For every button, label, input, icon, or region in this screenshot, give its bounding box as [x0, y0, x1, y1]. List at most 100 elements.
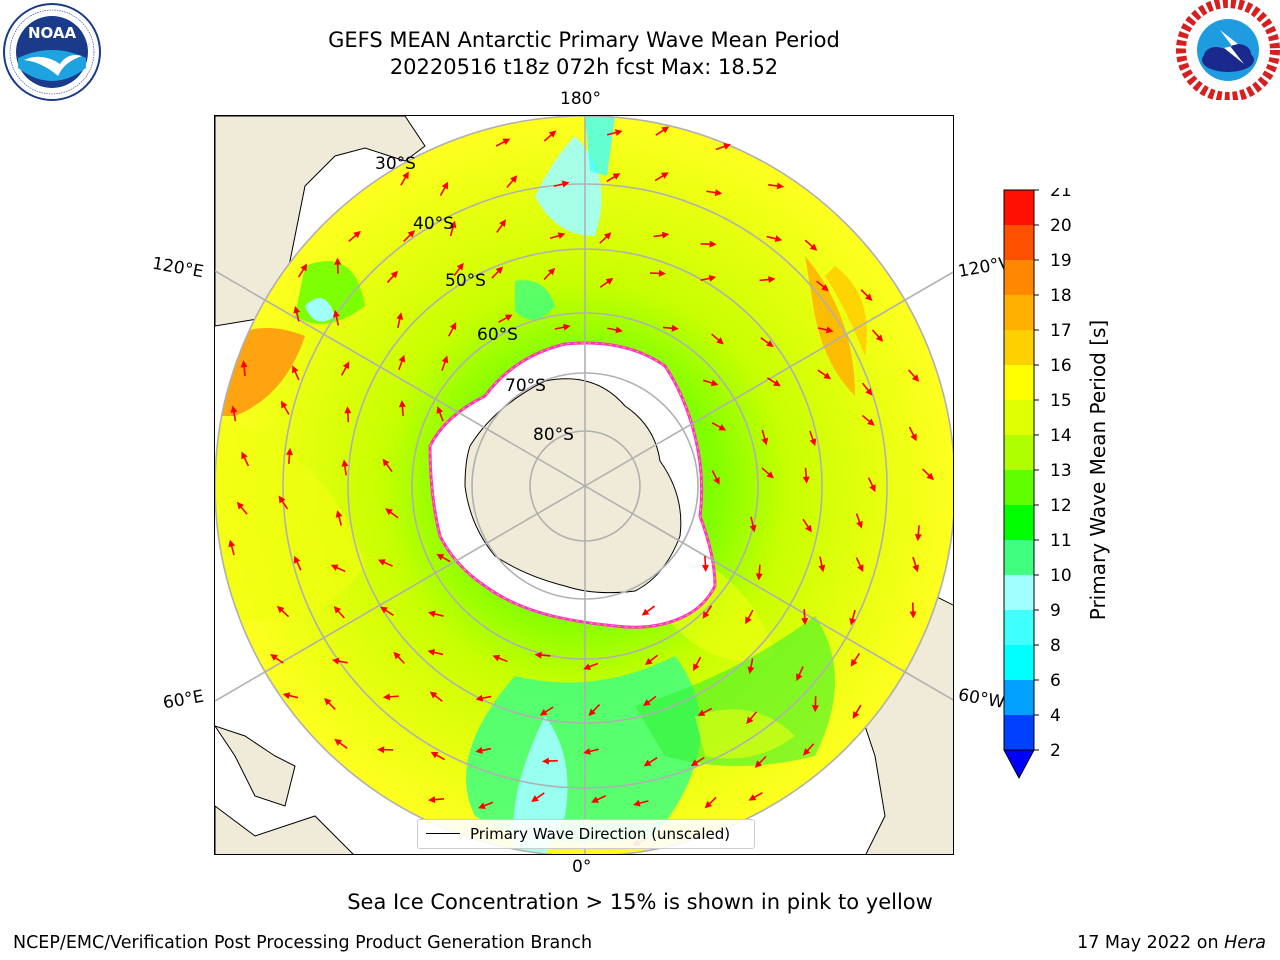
noaa-logo: NOAA — [2, 2, 102, 106]
wave-arrow — [293, 305, 301, 322]
colorbar-tick-label: 19 — [1050, 251, 1072, 271]
wave-arrow — [439, 181, 449, 197]
wave-arrow — [377, 559, 393, 567]
colorbar-scale: 2 4 6 8 9 10 11 12 13 14 15 16 17 18 19 20 21 — [1003, 181, 1072, 780]
wave-arrow — [849, 609, 857, 626]
wave-arrow — [492, 654, 508, 663]
wave-arrow — [292, 365, 300, 381]
wave-arrow — [909, 602, 917, 619]
wave-arrow — [475, 746, 492, 754]
wave-arrow — [855, 513, 863, 529]
wave-arrow — [606, 173, 621, 183]
wave-arrow — [655, 126, 670, 136]
wave-arrow — [428, 796, 445, 804]
wave-arrow — [441, 355, 449, 371]
wave-arrow — [921, 468, 934, 481]
wave-arrow — [543, 267, 556, 280]
lon-label-0: 0° — [572, 857, 592, 877]
wave-arrow — [430, 751, 445, 761]
wave-arrow — [491, 266, 504, 279]
wave-arrow — [768, 182, 785, 190]
wave-arrow — [607, 326, 623, 334]
wave-arrow — [340, 361, 350, 376]
wave-arrow — [332, 309, 340, 326]
colorbar-tick-label: 17 — [1050, 321, 1072, 341]
wave-arrow — [748, 791, 763, 801]
colorbar-tick-label: 9 — [1050, 601, 1061, 621]
colorbar-bin — [1004, 470, 1034, 505]
wave-arrow — [400, 171, 409, 186]
wave-arrow — [746, 711, 758, 725]
noaa-logo-text: NOAA — [28, 24, 77, 42]
colorbar-bin — [1004, 330, 1034, 365]
wave-arrow — [541, 757, 558, 765]
colorbar-tick-label: 14 — [1050, 426, 1072, 446]
wave-arrow — [330, 564, 346, 573]
wave-arrow — [761, 429, 769, 446]
wave-arrow — [662, 324, 679, 332]
wave-arrow — [377, 746, 394, 754]
wave-arrow — [228, 539, 236, 556]
wave-arrow — [282, 692, 299, 700]
wave-arrow — [382, 693, 399, 701]
wave-arrow — [278, 495, 289, 510]
wave-arrow — [270, 654, 284, 664]
wave-arrow — [715, 143, 731, 151]
wave-arrow — [796, 666, 804, 682]
wave-arrow — [396, 312, 404, 329]
wave-arrow — [549, 232, 566, 240]
footer-credit: NCEP/EMC/Verification Post Processing Pr… — [13, 933, 593, 953]
wave-arrow — [398, 399, 406, 416]
wave-arrow — [344, 406, 352, 423]
wave-arrow — [693, 656, 702, 672]
wave-arrow — [855, 557, 864, 573]
wave-arrow — [914, 525, 922, 542]
wave-arrow — [386, 270, 399, 284]
wave-arrow — [495, 138, 511, 147]
wave-arrow — [801, 609, 809, 626]
wave-arrow — [852, 704, 862, 719]
wave-arrow — [711, 422, 727, 431]
wave-arrow — [704, 796, 717, 809]
wave-arrow — [554, 323, 571, 331]
wave-arrow — [385, 508, 399, 519]
chart-subtitle-run-info: 20220516 t18z 072h fcst Max: 18.52 — [389, 55, 779, 79]
footer-date: 17 May 2022 on Hera — [1077, 933, 1266, 953]
lat-label-60s: 60°S — [477, 325, 518, 345]
colorbar-bin — [1004, 365, 1034, 400]
wave-arrow — [861, 382, 873, 396]
wave-arrow — [811, 696, 819, 713]
wave-arrow — [766, 377, 781, 387]
wave-arrow — [241, 451, 250, 467]
colorbar: 2 4 6 8 9 10 11 12 13 14 15 16 17 18 19 20 21 — [1002, 181, 1092, 792]
wave-arrow — [871, 329, 884, 342]
footer-date-text: 17 May 2022 on — [1077, 933, 1219, 953]
colorbar-tick-label: 6 — [1050, 671, 1061, 691]
wave-arrow — [711, 470, 720, 485]
wave-arrow — [817, 369, 832, 380]
wave-arrow — [280, 400, 290, 415]
colorbar-tick-label: 16 — [1050, 356, 1072, 376]
colorbar-tick-label: 18 — [1050, 286, 1072, 306]
wave-arrow — [912, 556, 920, 573]
wave-arrow — [711, 333, 724, 345]
wave-arrow — [700, 274, 717, 282]
wave-arrow — [690, 756, 705, 767]
wave-arrow — [644, 654, 659, 666]
wave-arrow — [816, 280, 829, 292]
colorbar-bin — [1004, 400, 1034, 435]
lon-label-180: 180° — [560, 89, 601, 109]
wave-arrow — [802, 467, 810, 484]
wave-arrow — [643, 695, 657, 707]
wave-arrow — [297, 263, 308, 278]
wave-arrow — [539, 706, 554, 716]
legend-line-sample — [426, 833, 460, 834]
wave-arrow — [702, 379, 719, 387]
wave-arrow — [632, 799, 649, 807]
wave-arrow — [818, 556, 826, 573]
wave-arrow — [588, 703, 601, 717]
chart-title: GEFS MEAN Antarctic Primary Wave Mean Pe… — [328, 28, 840, 52]
wave-arrow — [427, 648, 444, 656]
wave-arrow — [324, 697, 336, 710]
wave-arrow — [583, 662, 599, 670]
